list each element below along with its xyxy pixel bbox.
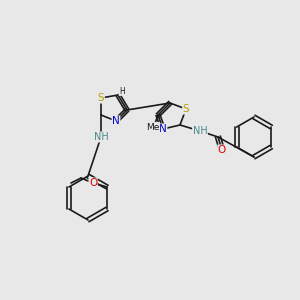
- Text: NH: NH: [94, 132, 108, 142]
- Text: N: N: [112, 116, 120, 126]
- Text: H: H: [119, 86, 125, 95]
- Text: O: O: [218, 145, 226, 155]
- Text: Me: Me: [146, 122, 160, 131]
- Text: N: N: [159, 124, 167, 134]
- Text: NH: NH: [193, 126, 207, 136]
- Text: S: S: [183, 104, 189, 114]
- Text: O: O: [89, 178, 97, 188]
- Text: S: S: [98, 93, 104, 103]
